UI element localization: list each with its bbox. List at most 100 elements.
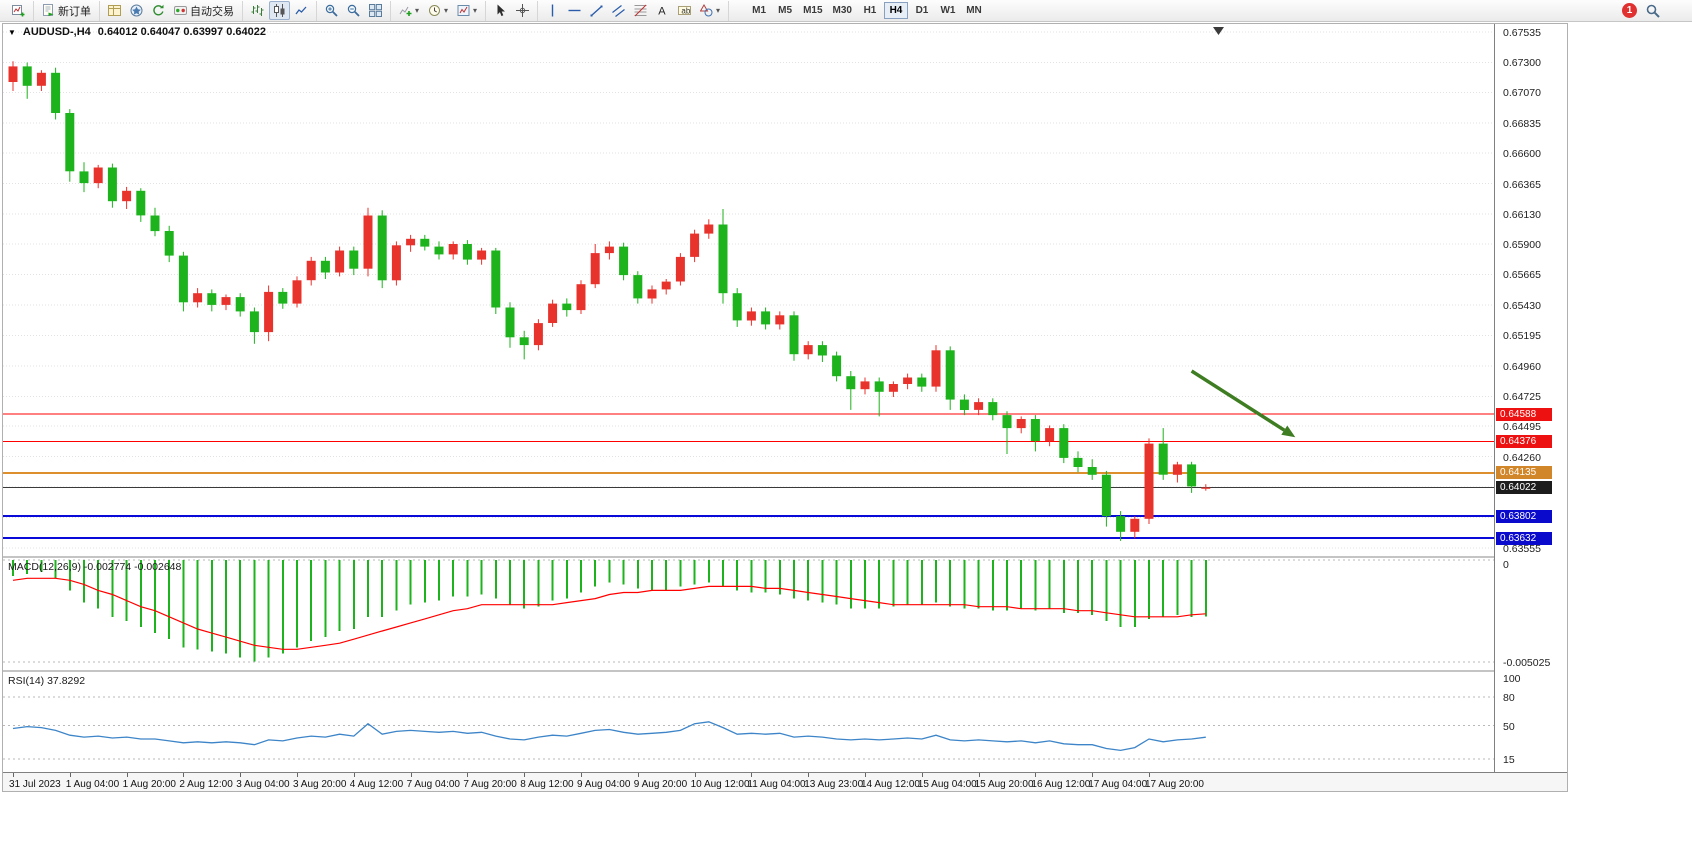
candle [619,246,629,276]
candle [178,255,188,303]
time-tick [637,773,639,777]
toolbar-group [243,0,317,21]
time-axis[interactable]: 31 Jul 2023 1 Aug 04:00 1 Aug 20:00 2 Aug 1… [3,772,1567,791]
candle [874,381,884,392]
toolbar-cursor-button[interactable] [490,1,511,20]
candle [406,238,416,246]
time-tick [751,773,753,777]
toolbar-text-button[interactable]: A [652,1,673,20]
time-axis-label: 11 Aug 04:00 [747,779,806,790]
time-tick [581,773,582,777]
toolbar-new-order-button[interactable]: 新订单 [38,1,95,20]
chart-title: ▼ AUDUSD-,H4 0.64012 0.64047 0.63997 0.6… [8,26,266,38]
macd-panel[interactable] [3,558,1494,670]
toolbar-trendline-button[interactable] [586,1,607,20]
candle [377,215,387,281]
timeframe-m5-button[interactable]: M5 [773,2,797,19]
dropdown-caret-icon: ▾ [415,5,420,15]
candle [817,345,827,356]
timeframe-h4-button[interactable]: H4 [883,2,908,19]
chart-symbol-period: AUDUSD-,H4 [22,26,91,38]
time-tick [694,773,696,777]
time-axis-label: 8 Aug 12:00 [520,779,574,790]
horizontal-level-lines[interactable] [3,413,1494,539]
toolbar-chart-line-button[interactable] [291,1,312,20]
toolbar-auto-trading-button[interactable]: 自动交易 [170,1,238,20]
timeframe-mn-button[interactable]: MN [962,2,986,19]
one-click-trading-toggle-icon[interactable]: ▼ [8,27,16,37]
candle [491,250,501,308]
toolbar-horizontal-line-button[interactable] [564,1,585,20]
panel-splitter[interactable] [3,670,1567,672]
notification-badge[interactable]: 1 [1622,3,1637,18]
toolbar-text-label-button[interactable]: ab [674,1,695,20]
time-tick [808,773,810,777]
time-tick [353,773,355,777]
toolbar-tile-windows-button[interactable] [365,1,386,20]
price-axis-label: 0.63555 [1503,543,1541,555]
toolbar-fibonacci-retracement-button[interactable] [630,1,651,20]
toolbar-chart-bars-button[interactable] [247,1,268,20]
timeframe-h1-button[interactable]: H1 [858,2,882,19]
trend-icon [590,4,603,17]
price-axis[interactable]: 0.67535 0.67300 0.67070 0.66835 0.66600 0.663… [1494,24,1567,772]
toolbar-chart-candles-button[interactable] [269,1,290,20]
toolbar-equidistant-channel-button[interactable] [608,1,629,20]
toolbar-indicators-list-button[interactable]: ▾ [395,1,423,20]
time-tick [183,773,185,777]
toolbar-group: ▾ ▾ ▾ [391,0,487,21]
candle [1158,443,1168,475]
candle [633,275,643,299]
hline-icon [568,4,581,17]
toolbar-vertical-line-button[interactable] [542,1,563,20]
toolbar-refresh-button[interactable] [148,1,169,20]
toolbar-zoom-in-button[interactable] [321,1,342,20]
toolbar-periods-button[interactable]: ▾ [424,1,452,20]
toolbar-zoom-out-button[interactable] [343,1,364,20]
time-tick [240,773,242,777]
timeframe-m1-button[interactable]: M1 [747,2,771,19]
svg-text:ab: ab [681,6,690,15]
toolbar-new-chart-button[interactable] [8,1,29,20]
candle [1101,474,1111,517]
rsi-panel[interactable] [3,672,1494,772]
annotation-arrow[interactable] [1190,369,1296,438]
toolbar-group: 自动交易 [100,0,243,21]
price-grid [3,31,1494,549]
timeframe-d1-button[interactable]: D1 [910,2,934,19]
candle-icon [273,4,286,17]
time-axis-label: 15 Aug 20:00 [974,779,1034,790]
candle [1201,487,1211,489]
candle [789,315,799,355]
candle [448,244,458,255]
toolbar-group [4,0,34,21]
candle [207,293,217,305]
timeframe-w1-button[interactable]: W1 [936,2,960,19]
dropdown-caret-icon: ▾ [716,5,721,15]
timeframe-m15-button[interactable]: M15 [799,2,826,19]
time-axis-label: 13 Aug 23:00 [804,779,864,790]
candle [22,66,32,86]
toolbar-arrows-button[interactable]: ▾ [696,1,724,20]
candle [79,171,89,184]
search-button[interactable] [1646,4,1660,18]
time-tick [1149,773,1150,777]
panel-splitter[interactable] [3,556,1567,558]
candle [860,381,870,390]
time-axis-label: 1 Aug 04:00 [65,779,120,790]
toolbar-navigator-button[interactable] [126,1,147,20]
timeframe-m30-button[interactable]: M30 [829,2,856,19]
price-axis-label: 0.65430 [1503,299,1541,312]
price-level-badge: 0.64022 [1496,481,1552,494]
candle [1087,467,1097,475]
dropdown-caret-icon: ▾ [473,5,478,15]
toolbar-crosshair-button[interactable] [512,1,533,20]
toolbar-market-watch-button[interactable] [104,1,125,20]
candle [959,399,969,410]
candle [732,293,742,321]
toolbar-templates-button[interactable]: ▾ [453,1,481,20]
main-price-chart[interactable] [3,24,1494,556]
rsi-line [12,721,1206,752]
candle [505,307,515,338]
chart-shift-marker-icon[interactable] [1213,27,1224,35]
